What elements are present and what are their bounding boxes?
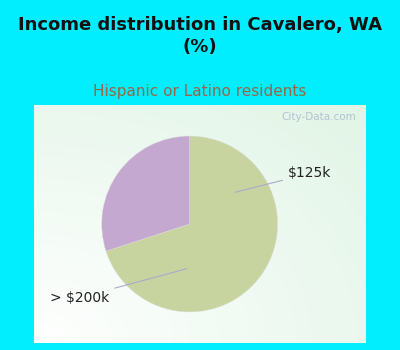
Wedge shape <box>106 136 278 312</box>
Wedge shape <box>102 136 190 251</box>
Text: City-Data.com: City-Data.com <box>281 112 356 122</box>
Text: Income distribution in Cavalero, WA
(%): Income distribution in Cavalero, WA (%) <box>18 16 382 56</box>
Text: > $200k: > $200k <box>50 269 187 304</box>
Text: Hispanic or Latino residents: Hispanic or Latino residents <box>93 84 307 99</box>
Text: $125k: $125k <box>235 167 331 192</box>
